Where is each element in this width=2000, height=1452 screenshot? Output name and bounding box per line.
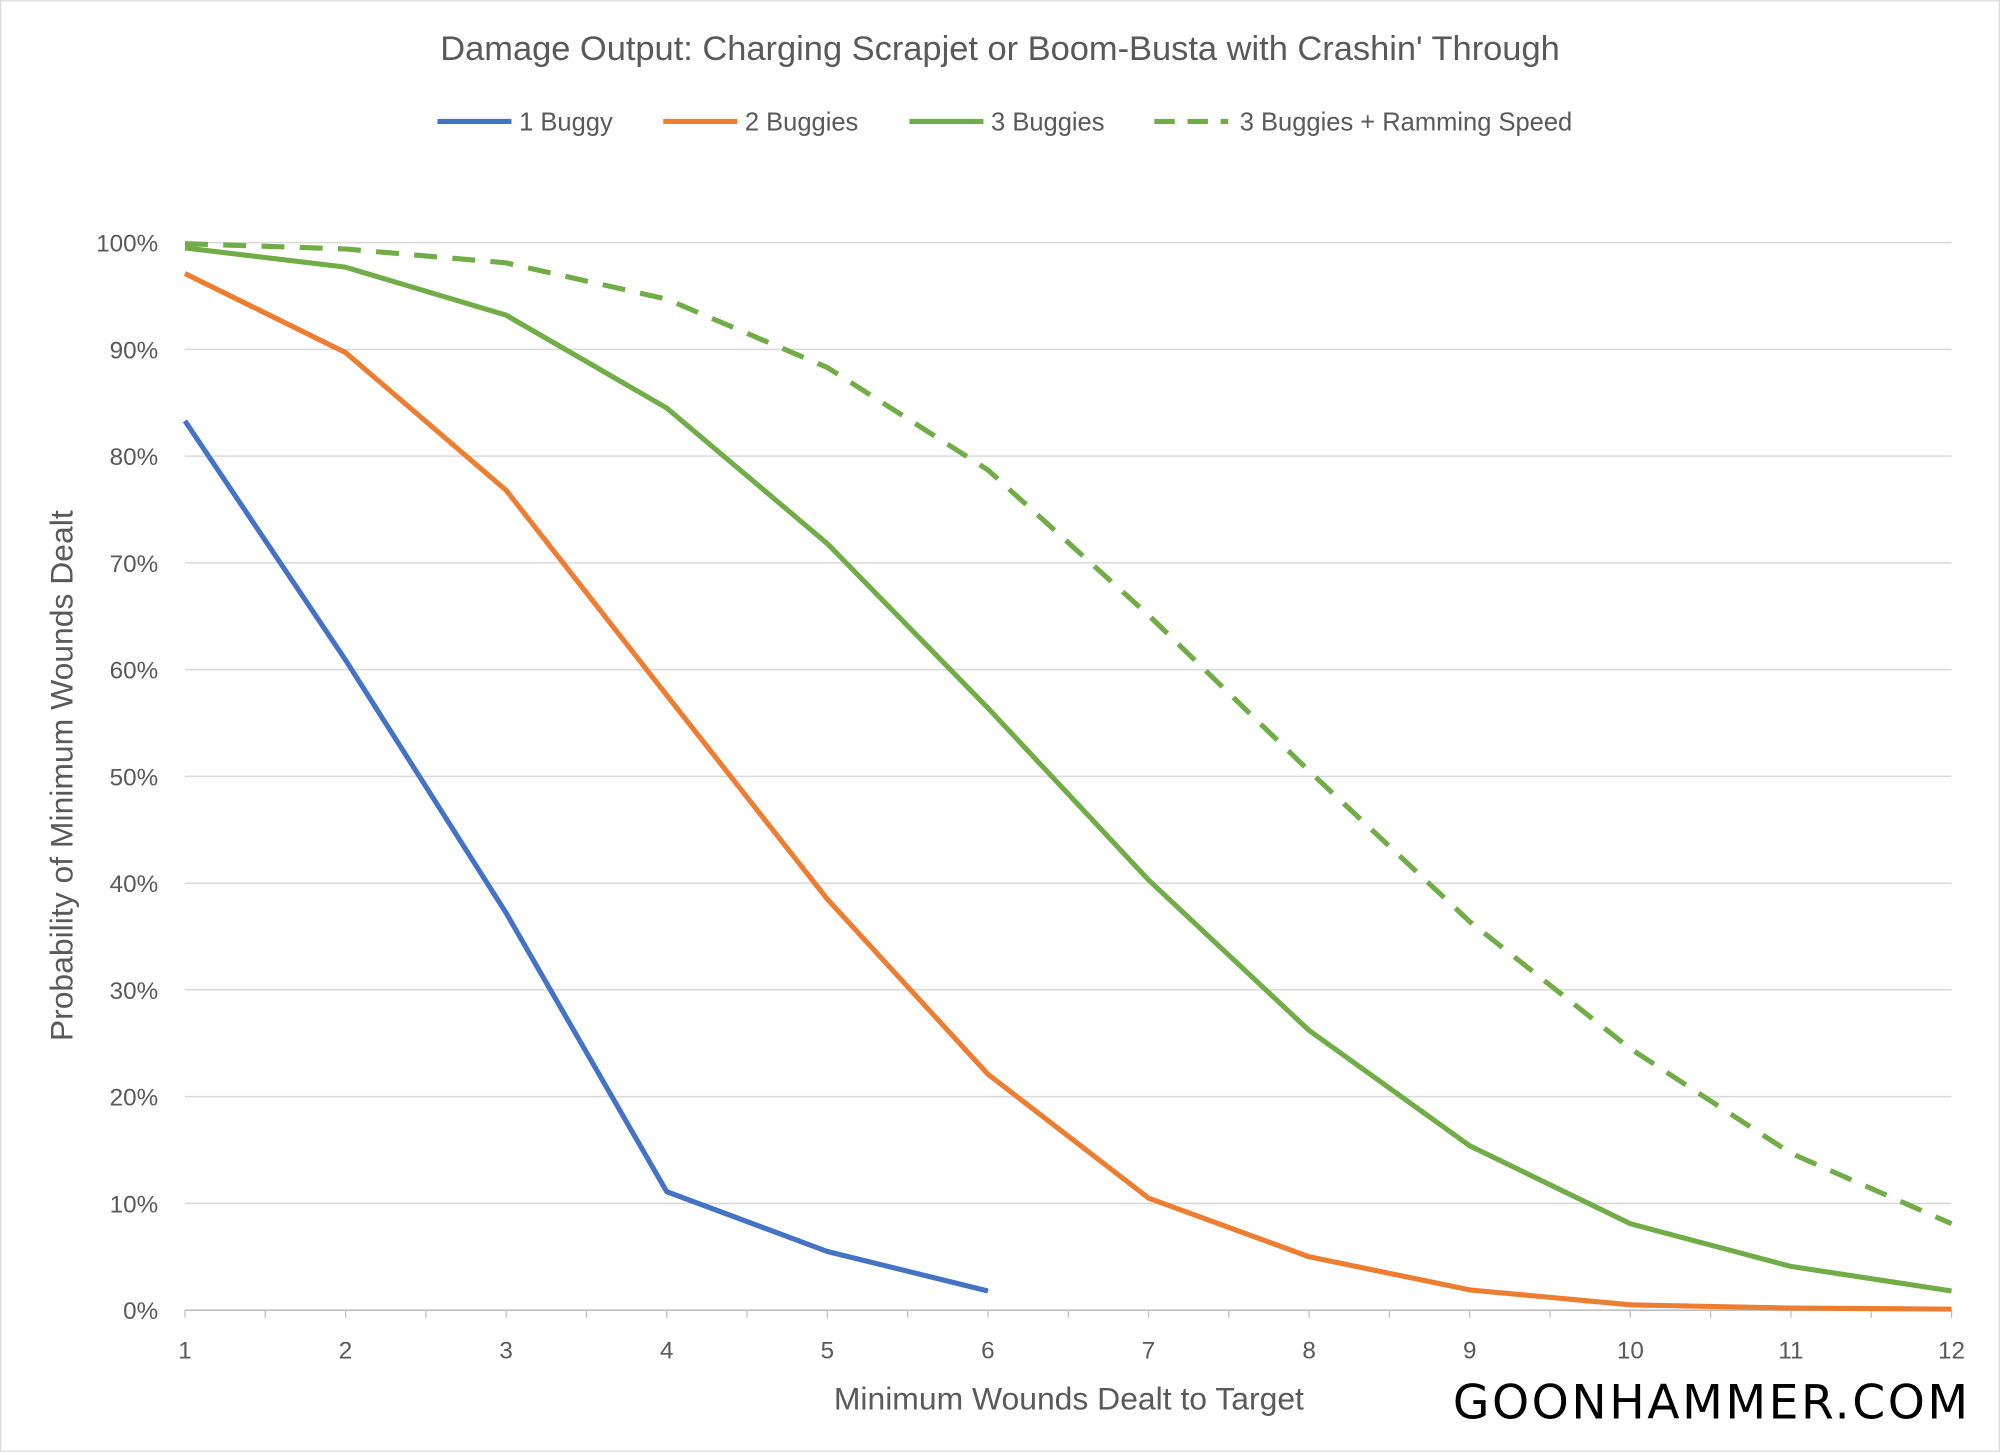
- y-tick-label: 30%: [110, 978, 158, 1005]
- y-tick-label: 10%: [110, 1191, 158, 1218]
- series-line-3: [184, 245, 1952, 1294]
- x-tick-label: 11: [1778, 1338, 1803, 1365]
- x-tick-label: 8: [1302, 1338, 1315, 1365]
- y-tick-label: 80%: [110, 444, 158, 471]
- x-tick-label: 9: [1463, 1338, 1476, 1365]
- y-tick-label: 70%: [110, 551, 158, 578]
- y-tick-label: 50%: [110, 764, 158, 791]
- y-tick-label: 20%: [110, 1085, 158, 1112]
- x-tick-label: 2: [339, 1338, 352, 1365]
- x-tick-label: 6: [981, 1338, 994, 1365]
- x-tick-label: 7: [1142, 1338, 1155, 1365]
- goonhammer-watermark: GOONHAMMER.COM: [1453, 1376, 1971, 1431]
- y-tick-label: 40%: [110, 871, 158, 898]
- x-tick-label: 10: [1617, 1338, 1644, 1365]
- y-axis-label: Probability of Minimum Wounds Dealt: [44, 510, 80, 1041]
- legend-label: 1 Buggy: [519, 108, 613, 136]
- y-tick-label: 0%: [123, 1298, 158, 1325]
- series-line-4: [184, 241, 1953, 1227]
- y-tick-label: 90%: [110, 337, 158, 364]
- y-tick-label: 60%: [110, 658, 158, 685]
- legend: 1 Buggy 2 Buggies 3 Buggies 3 Buggies + Ram…: [437, 108, 1572, 136]
- series-line-2: [183, 271, 1952, 1312]
- x-tick-label: 3: [499, 1338, 512, 1365]
- x-tick-label: 12: [1938, 1338, 1965, 1365]
- series-line-1: [182, 419, 989, 1294]
- x-tick-label: 1: [178, 1338, 191, 1365]
- legend-label: 3 Buggies: [991, 108, 1104, 136]
- y-tick-label: 100%: [96, 231, 158, 258]
- x-tick-label: 5: [821, 1338, 834, 1365]
- chart-title: Damage Output: Charging Scrapjet or Boom…: [440, 30, 1559, 68]
- legend-label: 3 Buggies + Ramming Speed: [1240, 108, 1572, 136]
- x-tick-label: 4: [660, 1338, 673, 1365]
- legend-label: 2 Buggies: [745, 108, 858, 136]
- x-axis-label: Minimum Wounds Dealt to Target: [834, 1381, 1304, 1417]
